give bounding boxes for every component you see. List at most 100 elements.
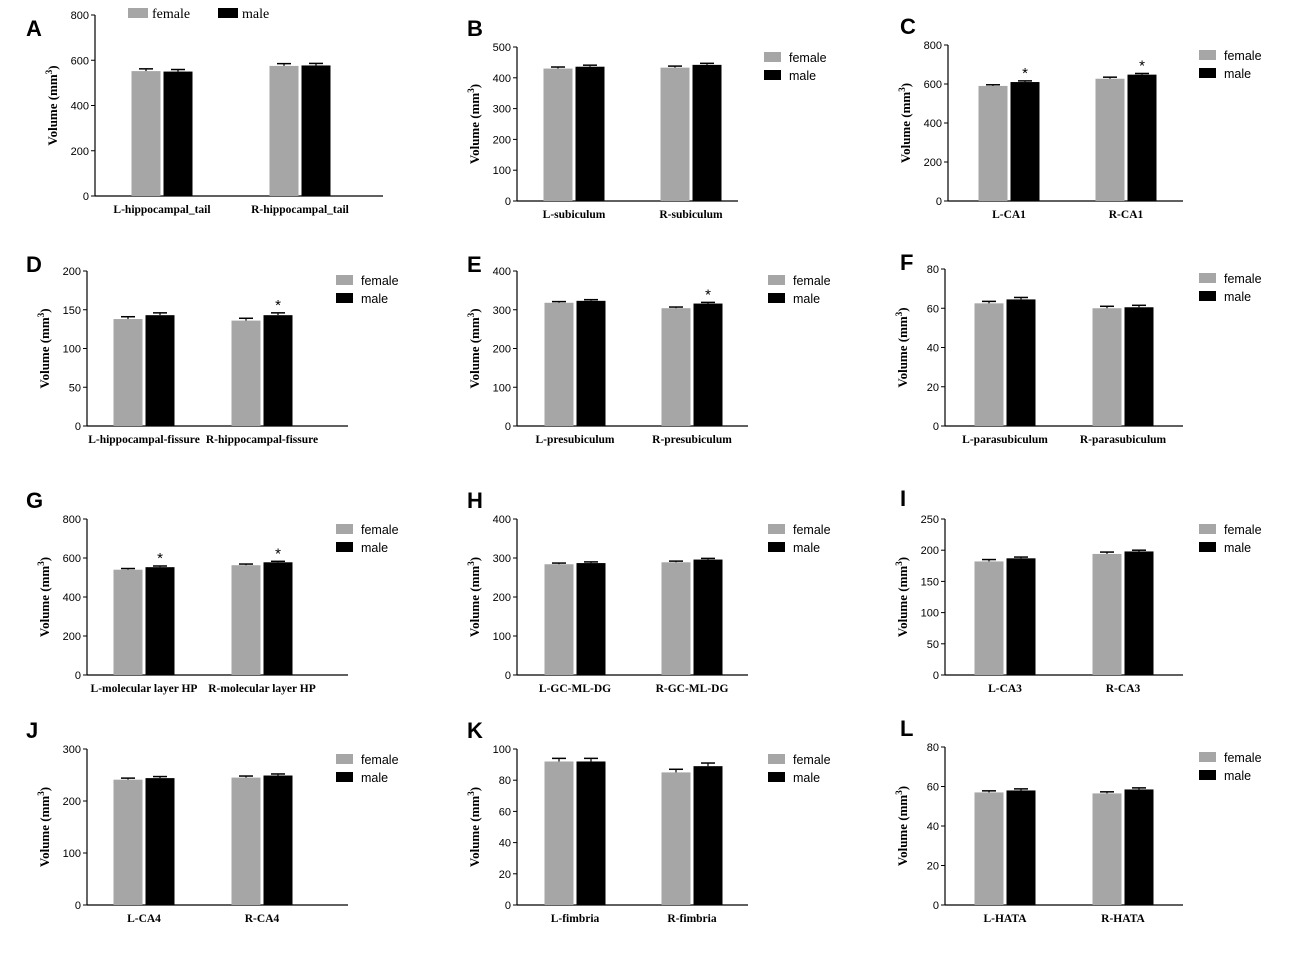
bar-male: [693, 766, 723, 905]
x-category-label: L-subiculum: [543, 209, 606, 221]
legend-label: female: [793, 753, 831, 767]
bar-female: [974, 792, 1004, 905]
y-axis-label-superscript: 3: [897, 87, 907, 92]
y-tick-label: 50: [927, 639, 939, 651]
bar-female: [544, 564, 574, 675]
x-category-label: R-HATA: [1101, 913, 1145, 925]
y-axis-label-superscript: 3: [36, 561, 46, 566]
y-axis-label-text: Volume (mm: [467, 317, 482, 389]
significance-star: *: [1022, 65, 1028, 82]
y-axis-label-end: ): [37, 557, 52, 561]
legend-label: female: [793, 523, 831, 537]
legend-swatch-male: [1199, 542, 1216, 552]
y-axis-label-text: Volume (mm: [898, 92, 913, 164]
y-axis-label-superscript: 3: [466, 312, 476, 317]
panel-letter: K: [467, 718, 483, 743]
bar-male: [1124, 307, 1154, 426]
y-tick-label: 0: [933, 421, 939, 433]
x-category-label: R-hippocampal-fissure: [206, 434, 318, 446]
bar-female: [113, 569, 143, 675]
legend-swatch-female: [768, 275, 785, 285]
bar-male: [1006, 299, 1036, 426]
y-tick-label: 100: [921, 608, 939, 620]
legend-swatch-male: [336, 772, 353, 782]
y-tick-label: 0: [933, 900, 939, 912]
y-tick-label: 0: [505, 900, 511, 912]
legend-label: female: [361, 274, 399, 288]
panel-letter: D: [26, 252, 42, 277]
legend-swatch-female: [764, 52, 781, 62]
y-axis-label-text: Volume (mm: [37, 796, 52, 868]
y-axis-label: Volume (mm3): [897, 83, 913, 163]
bar-female: [113, 319, 143, 426]
legend-swatch-male: [1199, 770, 1216, 780]
y-axis-label-text: Volume (mm: [37, 317, 52, 389]
bar-male: [1006, 558, 1036, 675]
y-tick-label: 80: [499, 775, 511, 787]
y-tick-label: 400: [71, 101, 89, 113]
y-tick-label: 80: [927, 264, 939, 276]
bar-male: [163, 71, 193, 196]
y-axis-label-end: ): [895, 557, 910, 561]
y-tick-label: 20: [927, 861, 939, 873]
bar-male: [145, 567, 175, 675]
x-category-label: R-subiculum: [659, 209, 723, 221]
y-axis-label-superscript: 3: [44, 69, 54, 74]
x-category-label: R-presubiculum: [652, 434, 732, 446]
bar-female: [131, 71, 161, 196]
y-axis-label-end: ): [37, 787, 52, 791]
y-tick-label: 200: [921, 545, 939, 557]
legend-label: female: [793, 274, 831, 288]
legend-swatch-female: [1199, 273, 1216, 283]
bar-male: [693, 559, 723, 675]
panel-k: K 0 20 40 60 80 100 Volume (mm3) L-fimbria R-fimb…: [466, 718, 831, 925]
x-category-label: R-CA4: [245, 913, 280, 925]
bar-male: [575, 66, 605, 201]
y-axis-label-text: Volume (mm: [467, 566, 482, 638]
bar-female: [660, 67, 690, 201]
y-tick-label: 0: [83, 191, 89, 203]
legend-swatch-male: [336, 542, 353, 552]
legend-swatch-male: [768, 293, 785, 303]
panel-l: L 0 20 40 60 80 Volume (mm3) L-HATA R-HATA female…: [894, 716, 1262, 925]
y-tick-label: 0: [75, 670, 81, 682]
y-tick-label: 200: [71, 146, 89, 158]
bar-male: [145, 315, 175, 426]
panel-d: D 0 50 100 150 200 Volume (mm3) L-hippocampal-f…: [26, 252, 399, 446]
y-tick-label: 400: [493, 73, 511, 85]
y-tick-label: 200: [63, 796, 81, 808]
legend-swatch-female: [768, 524, 785, 534]
x-category-label: L-hippocampal_tail: [113, 204, 210, 216]
y-axis-label-text: Volume (mm: [467, 796, 482, 868]
bar-female: [1092, 553, 1122, 675]
panel-letter: J: [26, 718, 38, 743]
legend-swatch-male: [218, 8, 238, 18]
x-category-label: L-fimbria: [551, 913, 600, 925]
panel-g: G 0 200 400 600 800 Volume (mm3) * L-molecular l…: [26, 488, 399, 695]
y-axis-label-end: ): [467, 84, 482, 88]
legend-swatch-female: [768, 754, 785, 764]
x-category-label: R-molecular layer HP: [208, 683, 316, 695]
legend-swatch-male: [768, 542, 785, 552]
significance-star: *: [157, 550, 163, 567]
y-tick-label: 200: [493, 592, 511, 604]
x-category-label: L-GC-ML-DG: [539, 683, 611, 695]
panel-letter: G: [26, 488, 43, 513]
bar-male: [693, 303, 723, 426]
x-category-label: L-HATA: [983, 913, 1027, 925]
panel-c: C 0 200 400 600 800 Volume (mm3) * L-CA1 * R-CA1 fe…: [897, 14, 1262, 221]
y-axis-label-end: ): [467, 557, 482, 561]
bar-male: [1124, 789, 1154, 905]
bar-female: [231, 777, 261, 905]
y-tick-label: 400: [493, 266, 511, 278]
significance-star: *: [275, 297, 281, 314]
y-tick-label: 0: [505, 196, 511, 208]
y-tick-label: 400: [924, 118, 942, 130]
y-axis-label-end: ): [467, 308, 482, 312]
x-category-label: R-CA1: [1109, 209, 1144, 221]
y-tick-label: 0: [933, 670, 939, 682]
y-axis-label-text: Volume (mm: [37, 566, 52, 638]
x-category-label: R-parasubiculum: [1080, 434, 1167, 446]
y-tick-label: 200: [63, 266, 81, 278]
legend-label: male: [793, 771, 820, 785]
